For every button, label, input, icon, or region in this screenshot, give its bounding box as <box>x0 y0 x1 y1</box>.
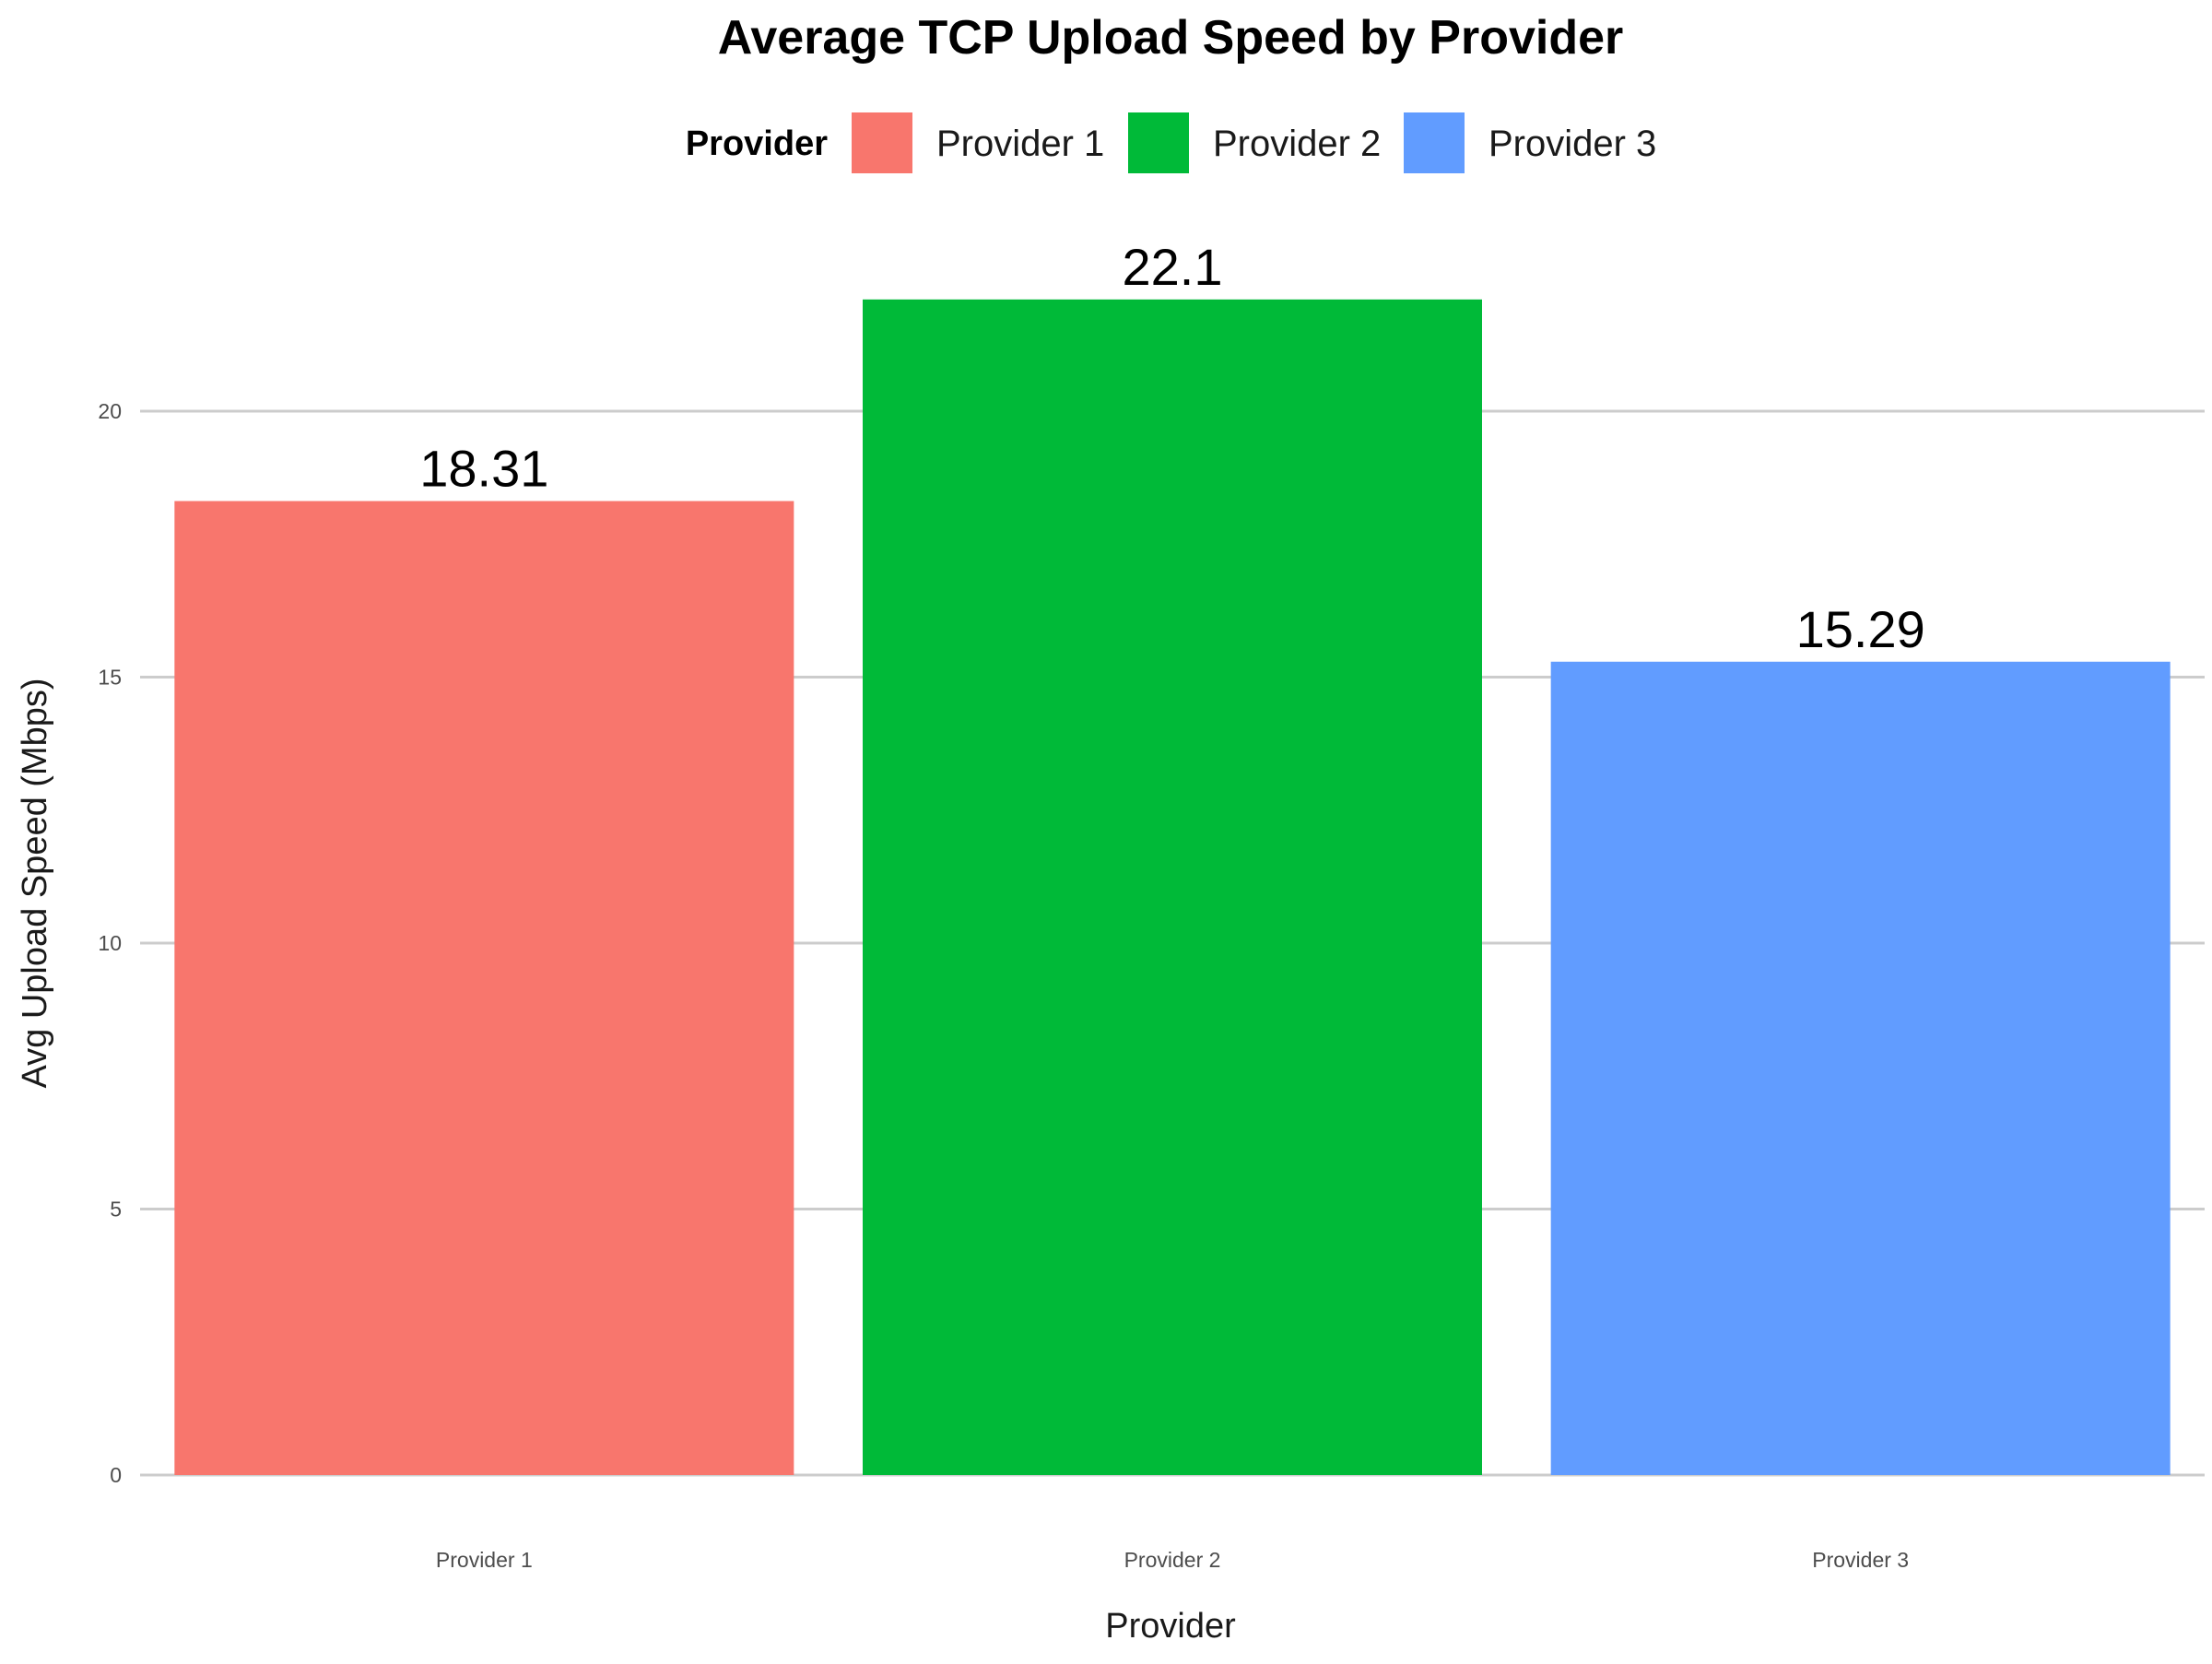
value-labels: 18.31 22.1 15.29 <box>419 238 1924 658</box>
bar <box>174 501 794 1476</box>
legend-item: Provider 1 <box>852 112 1104 173</box>
legend-key <box>852 112 912 173</box>
y-tick-label: 15 <box>98 666 122 690</box>
y-tick-label: 0 <box>110 1463 122 1487</box>
x-tick-label: Provider 1 <box>436 1548 533 1572</box>
bar <box>1550 661 2171 1475</box>
legend-item: Provider 3 <box>1404 112 1656 173</box>
x-tick-label: Provider 2 <box>1124 1548 1221 1572</box>
bar <box>863 299 1482 1476</box>
bar-value-label: 15.29 <box>1796 600 1925 658</box>
legend-key <box>1128 112 1189 173</box>
legend-label: Provider 2 <box>1213 124 1381 164</box>
chart-title: Average TCP Upload Speed by Provider <box>718 11 1624 65</box>
legend: Provider Provider 1 Provider 2 Provider 3 <box>686 112 1656 173</box>
bars <box>174 299 2171 1476</box>
y-axis-ticks: 0 5 10 15 20 <box>98 399 122 1487</box>
x-tick-label: Provider 3 <box>1812 1548 1909 1572</box>
y-axis-title: Avg Upload Speed (Mbps) <box>16 679 54 1089</box>
x-axis-ticks: Provider 1 Provider 2 Provider 3 <box>436 1548 1909 1572</box>
legend-label: Provider 3 <box>1488 124 1656 164</box>
y-tick-label: 10 <box>98 931 122 955</box>
y-tick-label: 20 <box>98 399 122 423</box>
legend-item: Provider 2 <box>1128 112 1381 173</box>
legend-title: Provider <box>686 124 828 163</box>
bar-value-label: 18.31 <box>419 440 548 498</box>
legend-key <box>1404 112 1465 173</box>
legend-label: Provider 1 <box>936 124 1104 164</box>
y-tick-label: 5 <box>110 1198 122 1221</box>
x-axis-title: Provider <box>1105 1607 1236 1646</box>
bar-value-label: 22.1 <box>1123 238 1223 296</box>
